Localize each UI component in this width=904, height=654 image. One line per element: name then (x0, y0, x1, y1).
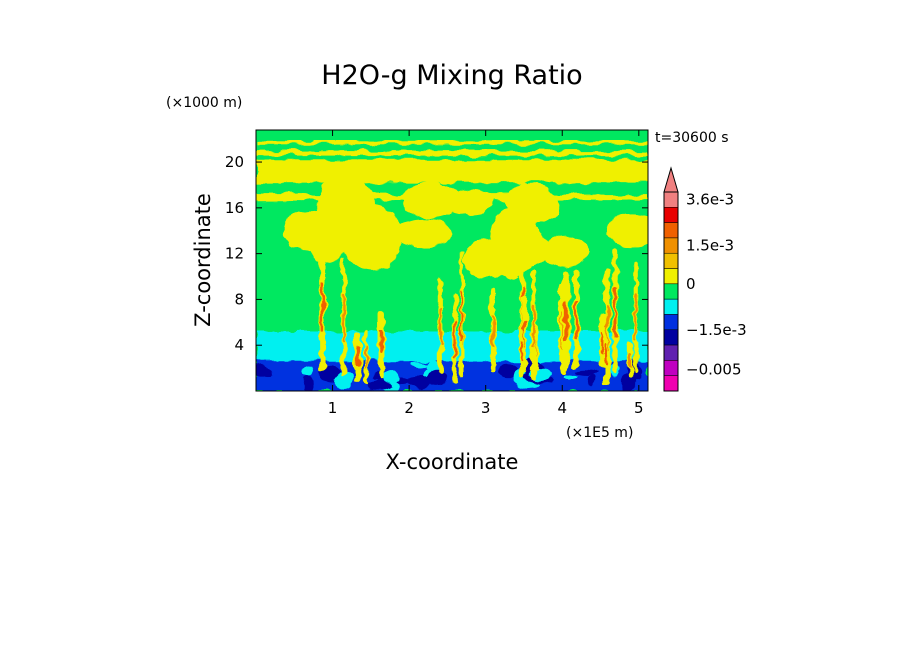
x-ticks: 1 2 3 4 5 (328, 130, 644, 417)
colorbar-swatch (663, 360, 679, 376)
y-unit-label: (×1000 m) (166, 95, 242, 111)
colorbar: 3.6e-3 1.5e-3 0 −1.5e-3 −0.005 (663, 166, 747, 392)
colorbar-swatch (663, 237, 679, 254)
field-surface-cell (407, 375, 431, 388)
field-surface-cell (383, 369, 399, 384)
field-surface-cell (498, 364, 519, 377)
field-texture (256, 140, 648, 391)
field-tower-core (492, 313, 495, 347)
y-tick-label: 16 (225, 199, 244, 217)
field-tower-core (634, 295, 637, 340)
y-tick-label: 8 (234, 290, 244, 308)
colorbar-swatch (663, 329, 679, 346)
field-tower-core (453, 321, 457, 358)
field-tower-core (521, 343, 524, 360)
colorbar-swatch (663, 252, 679, 269)
field-tower-core (563, 300, 568, 341)
y-tick-label: 20 (225, 153, 244, 171)
y-axis-label: Z-coordinate (191, 193, 215, 327)
field-tower-core (613, 286, 617, 338)
field-tower-core (574, 299, 578, 340)
x-tick-label: 4 (557, 399, 567, 417)
field-streak (256, 140, 648, 145)
field-plume (403, 182, 460, 219)
colorbar-swatch (663, 207, 679, 223)
colorbar-over-arrow (663, 166, 679, 193)
field-surface-cell (587, 374, 596, 384)
time-label: t=30600 s (655, 130, 729, 146)
field-tower-core (321, 282, 325, 334)
chart-title: H2O-g Mixing Ratio (321, 60, 582, 91)
field-surface-cell (334, 371, 354, 390)
field-tower-core (460, 289, 463, 340)
field-surface-cell (301, 376, 313, 391)
field-streak (256, 150, 648, 156)
colorbar-swatch (663, 344, 679, 361)
field-tower-core (629, 352, 632, 368)
field-tower-core (355, 347, 360, 367)
colorbar-frame (663, 191, 679, 392)
field-tower-core (439, 307, 442, 346)
x-tick-label: 1 (328, 399, 338, 417)
field-plume (542, 234, 589, 267)
colorbar-label: 1.5e-3 (686, 237, 734, 255)
field-tower-core (342, 293, 345, 341)
colorbar-swatch (663, 222, 679, 239)
field-surface-cell (256, 366, 272, 378)
plot-frame (255, 129, 649, 392)
colorbar-swatch (663, 268, 679, 285)
field-plume (443, 189, 494, 215)
field-surface-cell (304, 365, 314, 373)
field-tower-core (364, 345, 368, 368)
field-surface-cell (562, 374, 579, 381)
y-ticks: 4 8 12 16 20 (225, 153, 648, 354)
y-tick-label: 12 (225, 245, 244, 263)
field-surface-cell (366, 379, 391, 390)
field-surface-cell (395, 377, 410, 385)
colorbar-label: 3.6e-3 (686, 191, 734, 209)
y-tick-label: 4 (234, 336, 244, 354)
x-unit-label: (×1E5 m) (566, 425, 633, 441)
field-surface-cell (576, 369, 598, 376)
field-surface-cell (411, 361, 428, 368)
colorbar-label: −0.005 (686, 361, 742, 379)
field-tower-core (604, 343, 607, 367)
field-plume (605, 214, 648, 247)
x-axis-label: X-coordinate (386, 450, 519, 474)
colorbar-swatch (663, 375, 679, 392)
field-plume (342, 205, 403, 271)
field-plume (308, 218, 346, 265)
field-tower-core (379, 329, 384, 353)
colorbar-swatch (663, 314, 679, 331)
x-tick-label: 2 (404, 399, 414, 417)
field-tower-core (532, 303, 535, 348)
field-plume (506, 184, 560, 223)
colorbar-swatch (663, 191, 679, 208)
colorbar-label: 0 (686, 275, 696, 293)
x-tick-label: 3 (481, 399, 491, 417)
field-plume (396, 218, 453, 248)
field-surface-cell (426, 371, 448, 385)
x-tick-label: 5 (634, 399, 644, 417)
colorbar-swatch (663, 283, 679, 300)
colorbar-swatch (663, 298, 679, 315)
plot-field (256, 130, 648, 391)
field-plume (511, 225, 549, 267)
field-upper-band (256, 159, 648, 183)
field-plume (463, 237, 514, 279)
colorbar-label: −1.5e-3 (686, 321, 747, 339)
